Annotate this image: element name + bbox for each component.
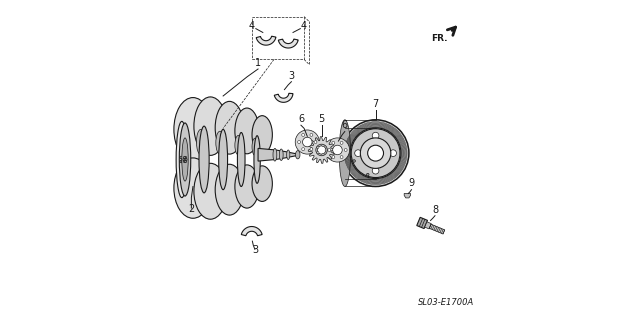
Ellipse shape [216,131,224,154]
Ellipse shape [332,141,335,144]
Polygon shape [241,226,262,236]
Ellipse shape [325,149,327,151]
Ellipse shape [176,122,188,197]
Ellipse shape [314,141,317,144]
Polygon shape [278,39,298,48]
Ellipse shape [181,156,184,158]
Ellipse shape [287,150,290,160]
Ellipse shape [184,160,186,163]
Polygon shape [404,194,410,198]
Text: FR.: FR. [431,34,447,43]
Ellipse shape [182,159,184,160]
Ellipse shape [252,166,273,201]
Ellipse shape [367,145,383,161]
Ellipse shape [332,156,335,159]
Text: 4: 4 [249,21,255,31]
Ellipse shape [185,158,187,161]
Ellipse shape [183,158,185,161]
Ellipse shape [184,156,186,159]
Ellipse shape [252,116,273,154]
Ellipse shape [235,108,259,154]
Ellipse shape [296,151,300,159]
Ellipse shape [390,150,396,157]
Text: 5: 5 [319,114,324,124]
Ellipse shape [182,138,188,181]
Ellipse shape [295,130,319,154]
Ellipse shape [328,149,331,152]
Polygon shape [429,224,445,234]
Ellipse shape [372,132,379,139]
Ellipse shape [301,133,305,136]
Ellipse shape [322,153,324,155]
Ellipse shape [355,150,362,157]
Ellipse shape [215,164,244,215]
Ellipse shape [325,138,349,162]
Ellipse shape [303,137,312,147]
Polygon shape [258,148,298,161]
Text: 6: 6 [342,120,348,130]
Ellipse shape [351,129,400,178]
Ellipse shape [184,156,186,159]
Polygon shape [425,222,431,229]
Ellipse shape [317,146,326,154]
Ellipse shape [252,138,258,155]
Ellipse shape [174,158,212,218]
Ellipse shape [180,156,182,158]
Ellipse shape [174,98,212,161]
Ellipse shape [279,149,283,160]
Ellipse shape [219,129,228,190]
Ellipse shape [196,129,205,155]
Text: 3: 3 [252,245,258,255]
Ellipse shape [360,138,391,168]
Text: 8: 8 [432,204,438,215]
Ellipse shape [179,123,191,196]
Ellipse shape [235,135,242,155]
Ellipse shape [322,145,324,147]
Ellipse shape [367,173,369,176]
Ellipse shape [301,148,305,151]
Ellipse shape [310,133,313,136]
Ellipse shape [215,101,244,154]
Polygon shape [308,137,335,163]
Ellipse shape [350,128,401,179]
Polygon shape [256,36,276,45]
Ellipse shape [194,97,227,155]
Ellipse shape [316,144,328,156]
Ellipse shape [372,167,379,174]
Ellipse shape [317,146,319,148]
Ellipse shape [181,161,184,163]
Ellipse shape [340,141,343,144]
Ellipse shape [273,148,277,161]
Text: 9: 9 [408,179,415,189]
Polygon shape [417,217,428,229]
Ellipse shape [199,126,209,193]
Text: 6: 6 [298,114,304,124]
Ellipse shape [342,120,409,187]
Polygon shape [275,93,293,102]
Text: 4: 4 [301,21,307,31]
Ellipse shape [235,165,259,208]
Text: SL03-E1700A: SL03-E1700A [418,298,474,307]
Ellipse shape [353,160,355,162]
Ellipse shape [340,156,343,159]
Ellipse shape [298,141,301,144]
Ellipse shape [184,160,186,163]
Text: 3: 3 [289,70,294,80]
Text: 7: 7 [372,99,379,109]
Ellipse shape [180,161,182,163]
Text: 1: 1 [255,58,261,68]
Ellipse shape [194,163,227,219]
Ellipse shape [344,149,347,152]
Ellipse shape [333,145,342,155]
Ellipse shape [254,136,260,183]
Ellipse shape [317,152,319,154]
Ellipse shape [339,120,351,187]
Text: 2: 2 [188,204,195,214]
Ellipse shape [179,159,182,160]
Ellipse shape [310,148,313,151]
Ellipse shape [237,132,245,187]
